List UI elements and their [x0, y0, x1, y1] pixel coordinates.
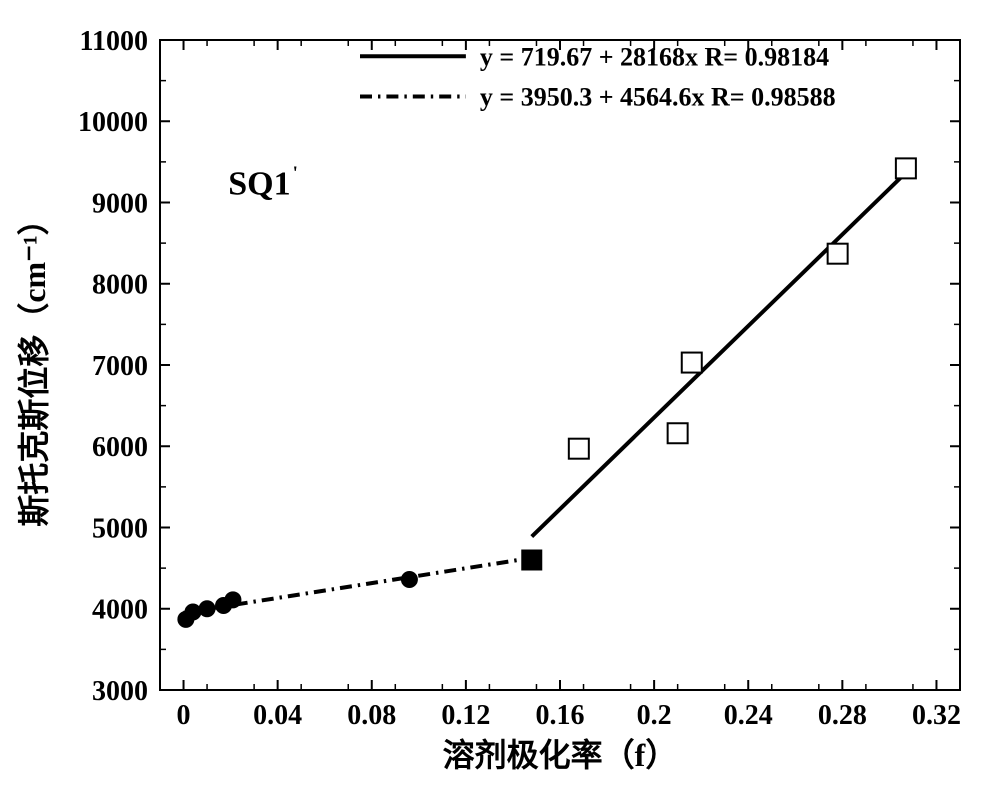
y-tick-label: 11000: [80, 26, 148, 57]
chart-svg: 0 0.04 0.08 0.12 0.16 0.2 0.24 0.28 0.32 3000 4000…: [0, 0, 1000, 802]
marker-high-polarity-points: [682, 353, 702, 373]
marker-high-polarity-points: [569, 439, 589, 459]
x-tick-label: 0.12: [441, 700, 490, 731]
legend-label: y = 3950.3 + 4564.6x R= 0.98588: [480, 83, 836, 112]
y-tick-label: 10000: [78, 107, 148, 138]
marker-high-polarity-points: [828, 244, 848, 264]
y-tick-label: 7000: [92, 351, 148, 382]
x-tick-label: 0.2: [637, 700, 672, 731]
marker-high-polarity-points: [668, 423, 688, 443]
x-tick-label: 0.16: [536, 700, 585, 731]
x-tick-label: 0.32: [912, 700, 961, 731]
marker-low-polarity-points: [401, 572, 417, 588]
x-tick-label: 0.28: [818, 700, 867, 731]
marker-low-polarity-points: [185, 604, 201, 620]
marker-low-polarity-points: [199, 601, 215, 617]
y-axis-title: 斯托克斯位移（cm⁻¹）: [16, 203, 52, 526]
chart-bg: [0, 0, 1000, 802]
y-tick-label: 4000: [92, 595, 148, 626]
legend-label: y = 719.67 + 28168x R= 0.98184: [480, 42, 829, 71]
chart-container: 0 0.04 0.08 0.12 0.16 0.2 0.24 0.28 0.32 3000 4000…: [0, 0, 1000, 802]
x-tick-label: 0: [177, 700, 191, 731]
x-axis-title: 溶剂极化率（f）: [443, 737, 678, 773]
y-tick-label: 5000: [92, 513, 148, 544]
y-tick-label: 8000: [92, 270, 148, 301]
y-tick-label: 6000: [92, 432, 148, 463]
marker-break-point: [522, 550, 542, 570]
marker-low-polarity-points: [225, 592, 241, 608]
series-annotation: SQ1': [228, 163, 298, 202]
x-tick-label: 0.04: [253, 700, 302, 731]
y-tick-label: 9000: [92, 188, 148, 219]
y-tick-label: 3000: [92, 676, 148, 707]
x-tick-label: 0.08: [347, 700, 396, 731]
x-tick-label: 0.24: [724, 700, 773, 731]
marker-high-polarity-points: [896, 158, 916, 178]
